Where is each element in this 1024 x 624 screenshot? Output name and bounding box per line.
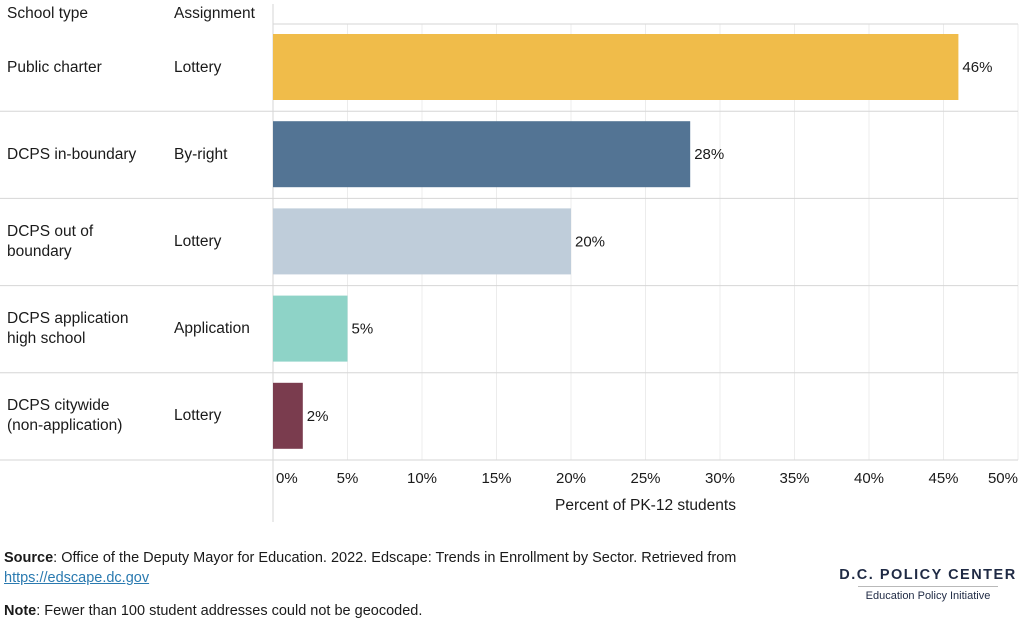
bar-chart: 46% 28% 20% 5% 2% 0% 5% 10% 15% 20% 25% 30% 35% 40% 45… bbox=[0, 4, 1019, 522]
school-type-label: DCPS application high school bbox=[7, 310, 129, 347]
bar bbox=[273, 34, 959, 100]
school-type-label: DCPS in-boundary bbox=[7, 146, 137, 163]
source-text: : Office of the Deputy Mayor for Educati… bbox=[53, 550, 737, 566]
logo-name: D.C. POLICY CENTER bbox=[839, 567, 1017, 583]
assignment-label: Lottery bbox=[174, 233, 222, 250]
source-label: Source bbox=[4, 550, 54, 566]
x-tick-label: 25% bbox=[630, 470, 660, 487]
logo-divider bbox=[858, 586, 998, 587]
school-type-header: School type bbox=[7, 5, 88, 22]
source-note: Source: Office of the Deputy Mayor for E… bbox=[4, 548, 804, 588]
x-tick-label: 45% bbox=[928, 470, 958, 487]
bar bbox=[273, 382, 303, 449]
x-tick-label: 10% bbox=[407, 470, 437, 487]
dc-policy-center-logo: D.C. POLICY CENTER Education Policy Init… bbox=[828, 567, 1024, 602]
data-label: 20% bbox=[575, 233, 605, 250]
data-label: 46% bbox=[962, 59, 992, 76]
note-label: Note bbox=[4, 603, 37, 619]
footnote: Note: Fewer than 100 student addresses c… bbox=[4, 601, 422, 621]
source-link[interactable]: https://edscape.dc.gov bbox=[4, 570, 150, 586]
assignment-label: Lottery bbox=[174, 59, 222, 76]
assignment-label: Application bbox=[174, 320, 250, 337]
x-axis-title: Percent of PK-12 students bbox=[555, 497, 736, 514]
school-type-label: Public charter bbox=[7, 59, 102, 76]
bar bbox=[273, 208, 571, 275]
note-text: : Fewer than 100 student addresses could… bbox=[36, 603, 423, 619]
school-type-label: DCPS out of boundary bbox=[7, 223, 94, 260]
x-tick-label: 0% bbox=[276, 470, 298, 487]
x-tick-label: 50% bbox=[988, 470, 1018, 487]
school-type-label: DCPS citywide (non-application) bbox=[7, 397, 123, 434]
data-label: 2% bbox=[307, 408, 329, 425]
logo-subtitle: Education Policy Initiative bbox=[865, 590, 991, 602]
x-tick-label: 40% bbox=[854, 470, 884, 487]
x-tick-label: 35% bbox=[779, 470, 809, 487]
x-tick-label: 30% bbox=[705, 470, 735, 487]
bar bbox=[273, 295, 348, 362]
x-tick-label: 5% bbox=[337, 470, 359, 487]
assignment-header: Assignment bbox=[174, 5, 255, 22]
data-label: 28% bbox=[694, 146, 724, 163]
assignment-label: Lottery bbox=[174, 407, 222, 424]
bar bbox=[273, 121, 691, 188]
data-label: 5% bbox=[352, 321, 374, 338]
x-tick-label: 20% bbox=[556, 470, 586, 487]
x-tick-label: 15% bbox=[481, 470, 511, 487]
assignment-label: By-right bbox=[174, 146, 228, 163]
